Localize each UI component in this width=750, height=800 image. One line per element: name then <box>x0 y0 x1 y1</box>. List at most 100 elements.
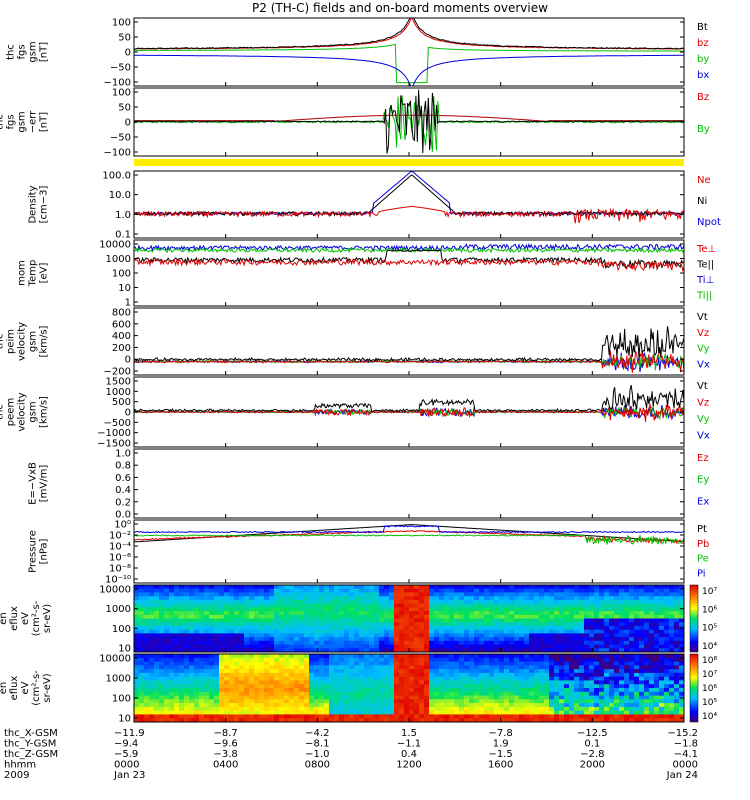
y-tick-label: 0.8 <box>115 461 131 472</box>
y-tick-label: 50 <box>118 103 131 114</box>
x-tick-label: −4.1 <box>674 749 698 760</box>
y-axis-label-line: peim <box>6 329 17 354</box>
y-axis-label-line: eflux <box>9 606 20 631</box>
x-axis-row-label: thc_X-GSM <box>4 728 58 739</box>
legend-item: Pe <box>697 554 709 565</box>
y-tick-label: 200 <box>112 343 131 354</box>
y-axis-label-line: [nT] <box>39 42 50 62</box>
y-axis-label-line: en <box>0 612 9 625</box>
y-axis-label-line: sr-eV) <box>42 604 53 633</box>
y-tick-label: −50 <box>110 133 131 144</box>
y-axis-label-line: (cm²-s- <box>31 600 42 636</box>
colorbar-label: 10⁴ <box>702 642 717 652</box>
y-axis-label: thc peim velocity gsm [km/s] <box>0 322 50 361</box>
legend-item: Ex <box>697 496 709 507</box>
y-axis-label: thc fgs gsm −err [nT] <box>0 110 50 133</box>
y-axis-label-line: Pressure <box>28 530 39 573</box>
legend-item: Ti|| <box>696 291 712 302</box>
y-tick-label: 10⁻⁶ <box>109 553 131 564</box>
y-tick-label: 0 <box>125 48 131 59</box>
y-axis-label: E=−VxB [mV/m] <box>28 462 50 505</box>
colorbar-label: 10⁵ <box>702 624 717 634</box>
y-tick-label: 1 <box>125 298 131 309</box>
y-tick-label: 100 <box>112 694 131 705</box>
x-tick-label: −7.8 <box>489 728 513 739</box>
y-tick-label: 100 <box>112 18 131 29</box>
y-axis-label-line: [eV] <box>39 263 50 284</box>
y-tick-label: 400 <box>112 331 131 342</box>
y-tick-label: 0.1 <box>115 230 131 241</box>
legend-item: Vx <box>697 431 710 442</box>
y-tick-label: 0 <box>125 408 131 419</box>
x-tick-label: 0400 <box>213 760 238 771</box>
colorbar: 10⁷ 10⁶ 10⁵ 10⁴ <box>689 584 717 653</box>
y-axis-label: thc fgs gsm [nT] <box>6 41 50 62</box>
legend-item: Te⊥ <box>696 244 716 255</box>
y-tick-label: 1000 <box>106 604 131 615</box>
colorbar-label: 10⁴ <box>702 712 717 722</box>
panel-density: 100.0 10.0 1.0 0.1 Density [cm−3] Ne Ni Npot <box>28 170 721 241</box>
y-axis-label-line: thc <box>0 404 6 420</box>
x-tick-label: 0000 <box>673 760 698 771</box>
panel-fgs_gsm: 100 50 0 −50 −100 thc fgs gsm [nT] Bt bz by bx <box>6 17 709 89</box>
y-tick-label: 10⁻⁸ <box>109 564 131 575</box>
x-tick-label: −5.9 <box>114 749 138 760</box>
panel-efield: 1.00.80.60.40.2 0.0 E=−VxB [mV/m] Ez Ey Ex <box>28 448 709 521</box>
y-tick-label: 0 <box>125 118 131 129</box>
y-axis-label-line: fgs <box>17 44 28 59</box>
y-tick-label: 100 <box>112 269 131 280</box>
legend-item: Ez <box>697 453 709 464</box>
colorbar-label: 10⁷ <box>702 587 717 597</box>
x-tick-label: 0800 <box>305 760 330 771</box>
legend-item: Te|| <box>696 260 714 271</box>
y-tick-label: 100 <box>112 88 131 99</box>
status-bar <box>134 159 684 166</box>
y-tick-label: 10000 <box>99 654 131 665</box>
x-tick-label: −2.8 <box>580 749 604 760</box>
x-tick-label: 1.9 <box>493 739 509 750</box>
y-axis-label-line: Density <box>28 185 39 223</box>
y-axis-label-line: (cm²-s- <box>31 670 42 706</box>
x-axis-row-label: thc_Y-GSM <box>4 739 56 750</box>
y-tick-label: 10 <box>118 644 131 655</box>
x-axis-row-label: 2009 <box>4 770 29 781</box>
y-tick-label: −200 <box>104 367 131 378</box>
x-tick-label: 0000 <box>114 760 139 771</box>
colorbar-label: 10⁶ <box>702 684 717 694</box>
legend-item: Vt <box>697 381 708 392</box>
y-tick-label: 600 <box>112 319 131 330</box>
x-tick-label: 0.4 <box>401 749 417 760</box>
y-tick-label: 10⁰ <box>114 520 131 531</box>
legend-item: Ti⊥ <box>696 275 714 286</box>
y-axis-label: Density [cm−3] <box>28 185 50 223</box>
y-tick-label: 0.4 <box>115 485 131 496</box>
y-axis-label-line: [km/s] <box>39 325 50 357</box>
y-axis-label: mom Temp [eV] <box>17 260 50 288</box>
y-tick-label: 0 <box>125 355 131 366</box>
x-tick-label: 1600 <box>488 760 513 771</box>
x-tick-label: −8.7 <box>214 728 238 739</box>
y-axis-label-line: en <box>0 682 9 695</box>
y-tick-label: −500 <box>104 418 131 429</box>
y-axis-label-line: sr-eV) <box>42 673 53 702</box>
x-tick-label: −12.5 <box>577 728 608 739</box>
y-tick-label: 100.0 <box>102 171 131 182</box>
x-tick-label: −9.4 <box>114 739 138 750</box>
legend-item: Vx <box>697 359 710 370</box>
y-tick-label: 10 <box>118 714 131 725</box>
y-tick-label: 1.0 <box>115 210 131 221</box>
x-tick-label: −1.5 <box>489 749 513 760</box>
y-axis-label-line: velocity <box>17 322 28 361</box>
y-tick-label: −100 <box>104 78 131 89</box>
y-tick-label: 500 <box>112 397 131 408</box>
y-axis-label-line: eflux <box>9 676 20 701</box>
colorbar: 10⁸ 10⁷ 10⁶ 10⁵ 10⁴ <box>689 653 717 723</box>
x-tick-label: −4.2 <box>305 728 329 739</box>
y-tick-label: 0.6 <box>115 473 131 484</box>
y-axis-label: thc peem velocity gsm [km/s] <box>0 392 50 431</box>
y-tick-label: 10⁻² <box>109 531 131 542</box>
colorbar-label: 10⁶ <box>702 605 717 615</box>
legend-item: Pb <box>697 539 709 550</box>
legend-item: Vz <box>697 328 709 339</box>
